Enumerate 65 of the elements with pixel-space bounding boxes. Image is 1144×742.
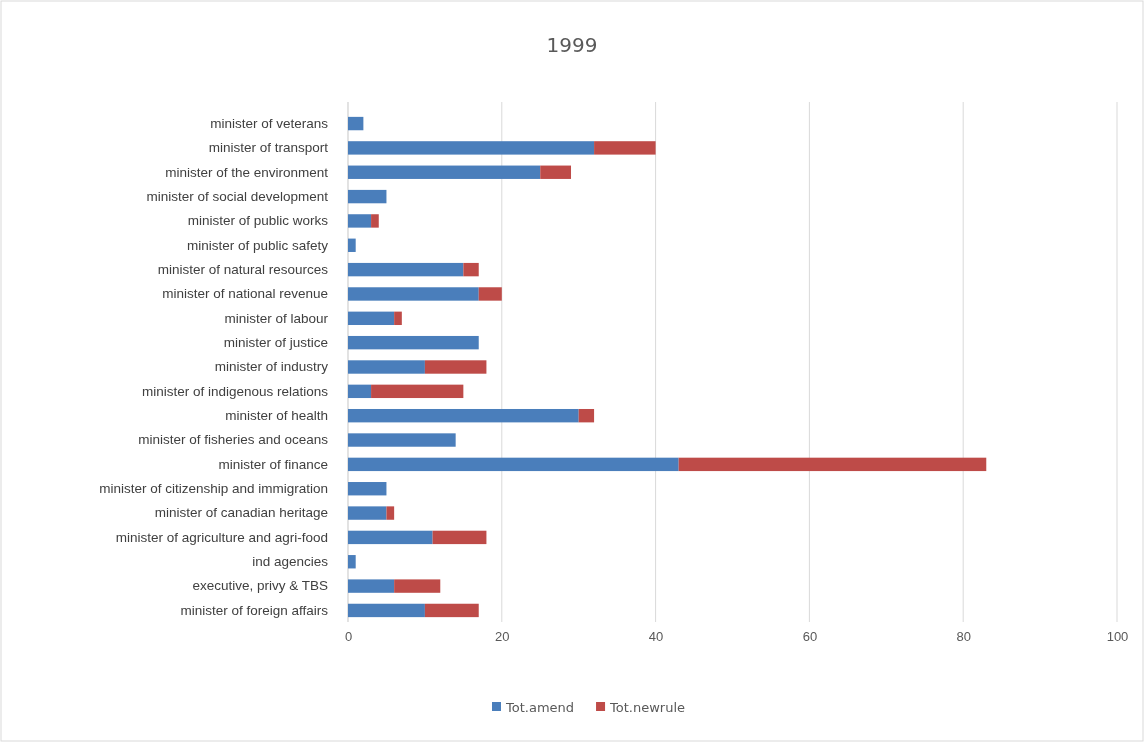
y-tick-label: minister of public works [187, 213, 329, 229]
bar [394, 311, 402, 326]
y-tick-label: minister of national revenue [162, 286, 328, 302]
x-tick-label: 60 [802, 629, 818, 645]
x-tick-label: 0 [344, 629, 353, 645]
y-tick-label: minister of natural resources [157, 261, 329, 277]
y-tick-label: minister of justice [223, 334, 328, 350]
bar [348, 555, 356, 569]
bar [348, 433, 456, 447]
y-tick-label: minister of canadian heritage [154, 505, 328, 521]
bar [348, 384, 372, 399]
y-tick-label: minister of industry [214, 359, 329, 375]
y-tick-label: minister of agriculture and agri-food [115, 529, 328, 545]
bar [371, 214, 379, 228]
bar [371, 384, 464, 399]
bar [348, 311, 395, 326]
y-tick-label: minister of foreign affairs [180, 602, 329, 618]
x-tick-label: 80 [956, 629, 971, 645]
x-tick-label: 20 [495, 629, 510, 645]
bar [432, 530, 487, 545]
bar [348, 506, 387, 520]
bar [463, 262, 479, 277]
bar [424, 603, 479, 618]
bar [348, 287, 479, 301]
bar [348, 116, 364, 131]
bar [386, 506, 395, 520]
y-tick-label: minister of social development [146, 188, 329, 204]
bar [348, 530, 433, 545]
y-tick-label: ind agencies [252, 554, 329, 570]
y-tick-label: minister of health [225, 408, 328, 424]
x-tick-label: 100 [1106, 629, 1129, 645]
y-tick-label: minister of transport [208, 140, 329, 156]
bar [348, 335, 479, 350]
bar [478, 287, 502, 301]
legend-label: Tot.amend [505, 700, 575, 715]
y-tick-label: minister of fisheries and oceans [138, 432, 329, 448]
bar [348, 262, 464, 277]
bar [394, 579, 441, 593]
bar [348, 238, 356, 252]
y-tick-label: minister of the environment [165, 164, 329, 180]
legend-label: Tot.newrule [609, 700, 686, 715]
bar [348, 141, 595, 155]
bar [348, 408, 579, 423]
bar [348, 603, 425, 618]
bar [594, 141, 656, 155]
bar [540, 165, 572, 179]
bar [348, 482, 387, 496]
bar [348, 189, 387, 204]
y-tick-label: executive, privy & TBS [192, 578, 328, 594]
y-tick-label: minister of indigenous relations [141, 383, 329, 399]
bar [348, 457, 679, 472]
y-tick-label: minister of labour [224, 310, 329, 326]
chart-title: 1999 [546, 33, 598, 57]
x-tick-label: 40 [648, 629, 664, 645]
y-tick-label: minister of finance [218, 456, 328, 472]
bar [678, 457, 987, 472]
bar [424, 360, 487, 374]
bar [348, 214, 372, 228]
y-tick-label: minister of citizenship and immigration [99, 481, 328, 497]
bar [348, 579, 395, 593]
bar [578, 408, 595, 423]
y-tick-label: minister of veterans [210, 115, 329, 131]
bar [348, 360, 425, 374]
bar [348, 165, 541, 179]
y-tick-label: minister of public safety [186, 237, 329, 253]
